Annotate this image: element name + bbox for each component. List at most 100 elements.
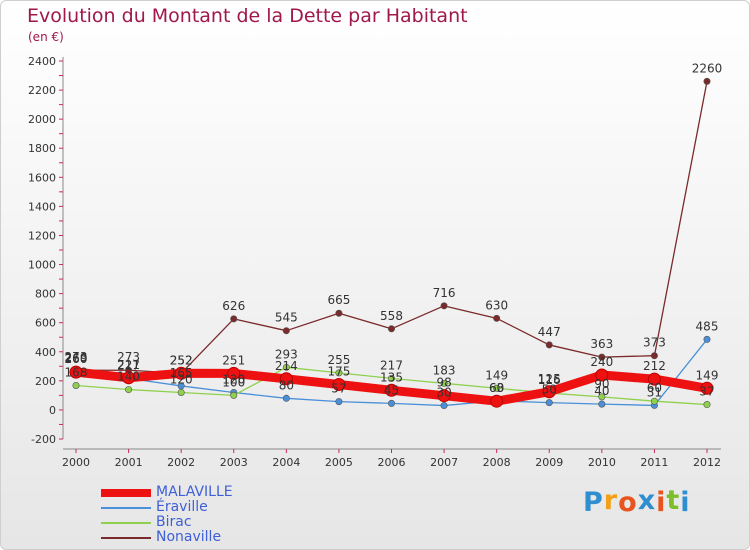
data-label: 90 <box>594 377 609 391</box>
data-label: 273 <box>65 350 88 364</box>
legend-swatch <box>101 489 151 497</box>
data-label: 149 <box>485 368 508 382</box>
logo-letter: x <box>637 485 657 516</box>
data-point <box>440 302 448 310</box>
data-point <box>177 388 185 396</box>
data-point <box>125 386 133 394</box>
data-point <box>335 369 343 377</box>
logo-letter: P <box>583 487 604 518</box>
data-point <box>493 384 501 392</box>
data-label: 31 <box>647 385 662 399</box>
data-point <box>437 389 451 403</box>
data-label: 214 <box>275 359 298 373</box>
y-tick-label: 2200 <box>28 84 56 97</box>
x-tick-label: 2003 <box>220 456 248 469</box>
data-label: 221 <box>117 358 140 372</box>
data-label: 217 <box>380 358 403 372</box>
data-point <box>387 325 395 333</box>
data-point <box>703 77 711 85</box>
data-label: 626 <box>222 299 245 313</box>
data-point <box>72 381 80 389</box>
y-tick-label: 1600 <box>28 171 56 184</box>
data-label: 716 <box>433 286 456 300</box>
legend-label: Éraville <box>156 499 208 515</box>
data-point <box>542 385 556 399</box>
y-tick-label: 2000 <box>28 113 56 126</box>
logo-letter: i <box>656 487 667 518</box>
data-point <box>545 399 553 407</box>
data-label: 100 <box>222 375 245 389</box>
y-tick-label: 400 <box>35 346 56 359</box>
data-label: 251 <box>222 353 245 367</box>
y-tick-label: 200 <box>35 375 56 388</box>
data-point <box>440 379 448 387</box>
x-tick-label: 2005 <box>325 456 353 469</box>
data-label: 485 <box>696 319 719 333</box>
legend-label: Nonaville <box>156 529 222 545</box>
chart-legend: MALAVILLE Éraville Birac Nonaville <box>101 484 401 545</box>
data-point <box>650 397 658 405</box>
legend-item: MALAVILLE <box>101 484 401 500</box>
data-label: 60 <box>647 381 662 395</box>
x-tick-label: 2002 <box>167 456 195 469</box>
chart-title: Evolution du Montant de la Dette par Hab… <box>27 5 468 27</box>
data-label: 252 <box>170 353 193 367</box>
x-tick-label: 2004 <box>272 456 300 469</box>
data-point <box>387 374 395 382</box>
y-tick-label: 800 <box>35 288 56 301</box>
x-tick-label: 2006 <box>378 456 406 469</box>
data-label: 140 <box>117 370 140 384</box>
data-point <box>230 391 238 399</box>
x-tick-label: 2009 <box>535 456 563 469</box>
y-tick-label: 1800 <box>28 142 56 155</box>
series-nonaville <box>72 77 711 377</box>
data-label: 98 <box>436 376 451 390</box>
data-label: 217 <box>117 358 140 372</box>
data-label: 50 <box>542 383 557 397</box>
data-label: 212 <box>643 359 666 373</box>
data-point <box>282 363 290 371</box>
data-label: 545 <box>275 311 298 325</box>
data-point <box>227 366 241 380</box>
data-label: 149 <box>696 368 719 382</box>
data-label: 252 <box>170 353 193 367</box>
y-tick-label: 600 <box>35 317 56 330</box>
data-point <box>490 394 504 408</box>
data-point <box>703 335 711 343</box>
data-point <box>230 315 238 323</box>
data-point <box>440 402 448 410</box>
data-label: 630 <box>485 298 508 312</box>
logo-letter: i <box>680 487 691 518</box>
proxiti-logo: Proxiti <box>583 485 691 518</box>
data-point <box>122 371 136 385</box>
data-label: 37 <box>699 385 714 399</box>
series-birac <box>72 363 711 409</box>
logo-letter: r <box>603 485 619 516</box>
series-malaville <box>69 365 714 408</box>
data-label: 2260 <box>692 61 723 75</box>
data-label: 293 <box>275 347 298 361</box>
data-label: 447 <box>538 325 561 339</box>
legend-item: Nonaville <box>101 529 401 545</box>
data-label: 45 <box>384 383 399 397</box>
data-label: 40 <box>594 384 609 398</box>
x-tick-label: 2007 <box>430 456 458 469</box>
legend-label: MALAVILLE <box>156 484 233 500</box>
y-tick-label: 1000 <box>28 259 56 272</box>
data-label: 373 <box>643 336 666 350</box>
data-label: 60 <box>489 381 504 395</box>
logo-letter: o <box>618 487 638 518</box>
data-label: 116 <box>538 373 561 387</box>
legend-swatch <box>101 507 151 509</box>
data-label: 558 <box>380 309 403 323</box>
data-label: 183 <box>433 363 456 377</box>
data-label: 57 <box>331 382 346 396</box>
y-tick-label: 2400 <box>28 55 56 68</box>
y-tick-label: 1400 <box>28 200 56 213</box>
data-point <box>598 400 606 408</box>
data-point <box>595 368 609 382</box>
data-point <box>282 394 290 402</box>
x-tick-label: 2010 <box>588 456 616 469</box>
data-point <box>650 352 658 360</box>
